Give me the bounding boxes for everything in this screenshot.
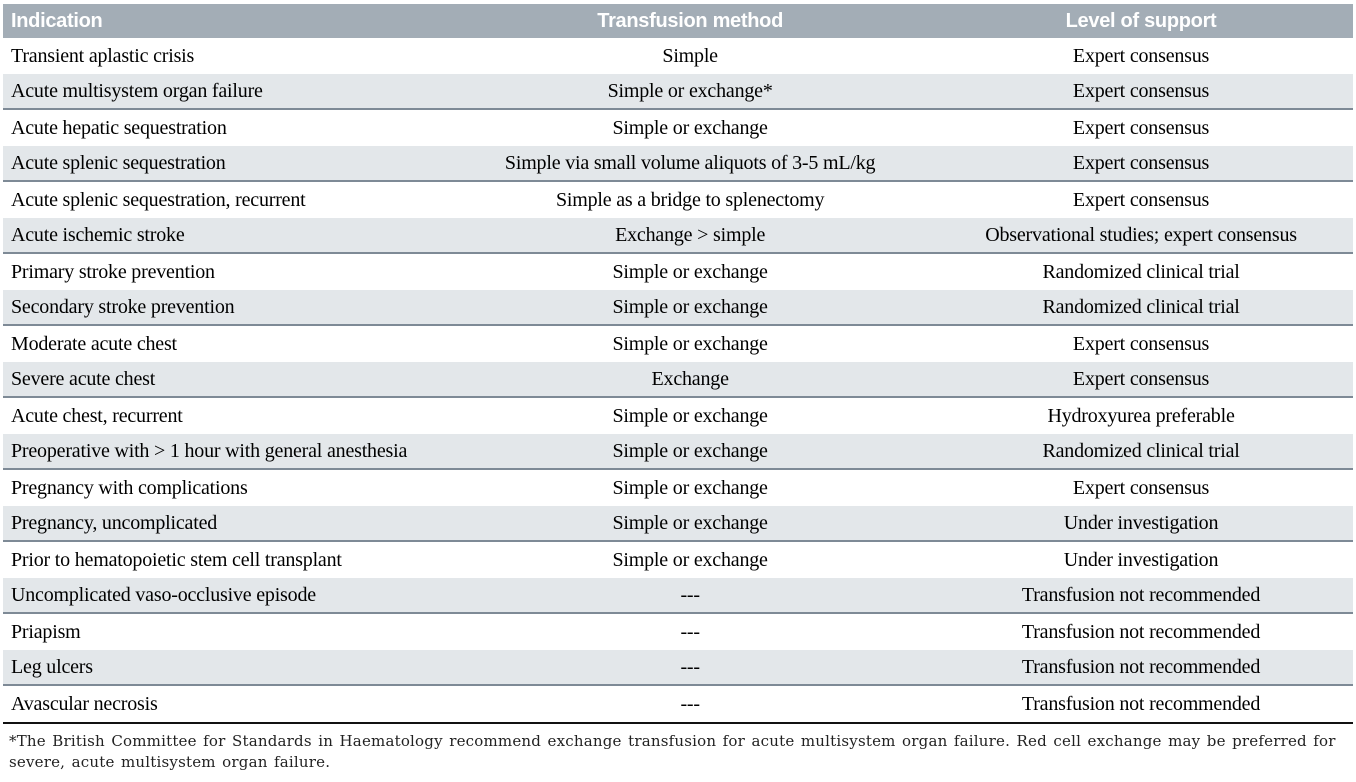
table-footnote: *The British Committee for Standards in … xyxy=(3,722,1353,773)
cell-transfusion-method: Simple or exchange xyxy=(612,260,768,283)
cell-level-of-support: Expert consensus xyxy=(1072,116,1210,139)
table-row: Uncomplicated vaso-occlusive episode ---… xyxy=(3,578,1353,614)
cell-indication: Leg ulcers xyxy=(11,655,93,678)
table-row: Moderate acute chest Simple or exchange … xyxy=(3,326,1353,362)
cell-indication: Acute chest, recurrent xyxy=(11,404,183,427)
cell-level-of-support: Under investigation xyxy=(1063,511,1219,534)
cell-level-of-support: Expert consensus xyxy=(1072,151,1210,174)
table-row: Severe acute chest Exchange Expert conse… xyxy=(3,362,1353,398)
cell-level-of-support: Randomized clinical trial xyxy=(1042,295,1240,318)
cell-indication: Acute splenic sequestration, recurrent xyxy=(11,188,306,211)
table-header-row: Indication Transfusion method Level of s… xyxy=(3,4,1353,38)
cell-transfusion-method: Simple or exchange xyxy=(612,332,768,355)
cell-indication: Priapism xyxy=(11,620,81,643)
cell-transfusion-method: --- xyxy=(680,583,700,606)
table-row: Prior to hematopoietic stem cell transpl… xyxy=(3,542,1353,578)
table-row: Acute chest, recurrent Simple or exchang… xyxy=(3,398,1353,434)
cell-level-of-support: Expert consensus xyxy=(1072,332,1210,355)
cell-indication: Preoperative with > 1 hour with general … xyxy=(11,439,408,462)
cell-transfusion-method: Simple or exchange xyxy=(612,548,768,571)
cell-level-of-support: Transfusion not recommended xyxy=(1021,620,1261,643)
cell-transfusion-method: Exchange xyxy=(651,367,729,390)
cell-level-of-support: Expert consensus xyxy=(1072,44,1210,67)
table-row: Priapism --- Transfusion not recommended xyxy=(3,614,1353,650)
table-row: Pregnancy, uncomplicated Simple or excha… xyxy=(3,506,1353,542)
cell-level-of-support: Randomized clinical trial xyxy=(1042,439,1240,462)
cell-indication: Severe acute chest xyxy=(11,367,156,390)
cell-level-of-support: Transfusion not recommended xyxy=(1021,692,1261,715)
table-row: Preoperative with > 1 hour with general … xyxy=(3,434,1353,470)
cell-level-of-support: Expert consensus xyxy=(1072,367,1210,390)
cell-indication: Primary stroke prevention xyxy=(11,260,215,283)
cell-transfusion-method: Simple or exchange xyxy=(612,511,768,534)
cell-indication: Avascular necrosis xyxy=(11,692,158,715)
cell-indication: Moderate acute chest xyxy=(11,332,177,355)
cell-transfusion-method: Simple or exchange xyxy=(612,116,768,139)
cell-indication: Pregnancy with complications xyxy=(11,476,248,499)
cell-transfusion-method: Simple or exchange xyxy=(612,439,768,462)
table-row: Acute ischemic stroke Exchange > simple … xyxy=(3,218,1353,254)
cell-indication: Pregnancy, uncomplicated xyxy=(11,511,218,534)
table-row: Acute multisystem organ failure Simple o… xyxy=(3,74,1353,110)
cell-transfusion-method: Simple or exchange* xyxy=(607,79,773,102)
cell-transfusion-method: --- xyxy=(680,655,700,678)
column-header-indication: Indication xyxy=(11,9,103,32)
cell-level-of-support: Expert consensus xyxy=(1072,79,1210,102)
cell-indication: Acute splenic sequestration xyxy=(11,151,226,174)
cell-indication: Uncomplicated vaso-occlusive episode xyxy=(11,583,316,606)
table-row: Acute splenic sequestration, recurrent S… xyxy=(3,182,1353,218)
table-row: Leg ulcers --- Transfusion not recommend… xyxy=(3,650,1353,686)
table-row: Avascular necrosis --- Transfusion not r… xyxy=(3,686,1353,722)
cell-transfusion-method: --- xyxy=(680,620,700,643)
table-row: Secondary stroke prevention Simple or ex… xyxy=(3,290,1353,326)
cell-transfusion-method: Simple via small volume aliquots of 3-5 … xyxy=(504,151,876,174)
cell-level-of-support: Expert consensus xyxy=(1072,188,1210,211)
cell-level-of-support: Hydroxyurea preferable xyxy=(1047,404,1235,427)
cell-transfusion-method: Simple or exchange xyxy=(612,295,768,318)
cell-indication: Acute hepatic sequestration xyxy=(11,116,227,139)
cell-transfusion-method: Exchange > simple xyxy=(615,223,766,246)
cell-transfusion-method: Simple or exchange xyxy=(612,404,768,427)
indications-table: Indication Transfusion method Level of s… xyxy=(3,4,1353,722)
cell-indication: Secondary stroke prevention xyxy=(11,295,235,318)
cell-transfusion-method: Simple xyxy=(662,44,718,67)
cell-level-of-support: Under investigation xyxy=(1063,548,1219,571)
cell-indication: Acute multisystem organ failure xyxy=(11,79,263,102)
cell-indication: Transient aplastic crisis xyxy=(11,44,195,67)
transfusion-indications-table-page: Indication Transfusion method Level of s… xyxy=(0,4,1356,782)
cell-level-of-support: Observational studies; expert consensus xyxy=(985,223,1297,246)
cell-indication: Prior to hematopoietic stem cell transpl… xyxy=(11,548,342,571)
table-row: Acute splenic sequestration Simple via s… xyxy=(3,146,1353,182)
table-row: Primary stroke prevention Simple or exch… xyxy=(3,254,1353,290)
cell-level-of-support: Randomized clinical trial xyxy=(1042,260,1240,283)
cell-level-of-support: Transfusion not recommended xyxy=(1021,583,1261,606)
table-row: Pregnancy with complications Simple or e… xyxy=(3,470,1353,506)
table-row: Acute hepatic sequestration Simple or ex… xyxy=(3,110,1353,146)
cell-transfusion-method: Simple or exchange xyxy=(612,476,768,499)
cell-level-of-support: Transfusion not recommended xyxy=(1021,655,1261,678)
column-header-transfusion-method: Transfusion method xyxy=(597,9,783,32)
cell-transfusion-method: Simple as a bridge to splenectomy xyxy=(555,188,825,211)
cell-indication: Acute ischemic stroke xyxy=(11,223,185,246)
cell-transfusion-method: --- xyxy=(680,692,700,715)
cell-level-of-support: Expert consensus xyxy=(1072,476,1210,499)
table-body: Transient aplastic crisis Simple Expert … xyxy=(3,38,1353,722)
table-row: Transient aplastic crisis Simple Expert … xyxy=(3,38,1353,74)
column-header-level-of-support: Level of support xyxy=(1065,9,1217,32)
